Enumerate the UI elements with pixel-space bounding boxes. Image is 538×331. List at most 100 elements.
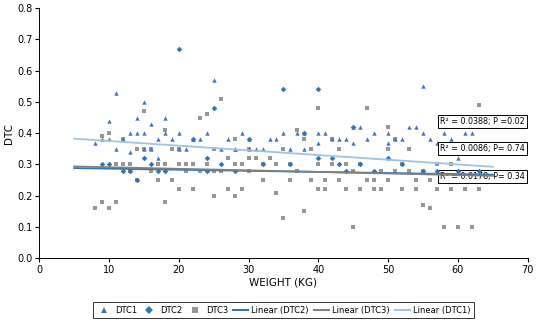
- Point: [468, 177, 476, 183]
- Point: [314, 130, 323, 136]
- Point: [314, 140, 323, 145]
- Point: [384, 156, 392, 161]
- Point: [133, 177, 141, 183]
- Point: [286, 162, 295, 167]
- Point: [112, 146, 121, 152]
- Point: [195, 168, 204, 173]
- Point: [300, 146, 309, 152]
- Point: [98, 162, 107, 167]
- Text: R² = 0.0178; P= 0.34: R² = 0.0178; P= 0.34: [441, 172, 525, 181]
- Point: [258, 162, 267, 167]
- Point: [342, 162, 351, 167]
- Point: [209, 106, 218, 111]
- Point: [454, 177, 462, 183]
- Point: [447, 137, 455, 142]
- Point: [244, 168, 253, 173]
- Point: [195, 137, 204, 142]
- Point: [468, 130, 476, 136]
- Point: [349, 168, 358, 173]
- Point: [419, 130, 427, 136]
- Point: [105, 137, 114, 142]
- Point: [349, 124, 358, 129]
- Point: [314, 156, 323, 161]
- Point: [98, 134, 107, 139]
- Point: [447, 187, 455, 192]
- Point: [454, 156, 462, 161]
- Point: [230, 146, 239, 152]
- Point: [146, 121, 155, 126]
- Point: [426, 206, 434, 211]
- Point: [307, 146, 316, 152]
- Point: [412, 177, 420, 183]
- Point: [377, 168, 385, 173]
- Point: [119, 168, 128, 173]
- Point: [167, 177, 176, 183]
- Point: [321, 177, 330, 183]
- Point: [356, 124, 365, 129]
- Point: [279, 215, 288, 220]
- Point: [398, 162, 406, 167]
- Point: [475, 102, 483, 108]
- Point: [167, 146, 176, 152]
- Point: [293, 130, 302, 136]
- X-axis label: WEIGHT (KG): WEIGHT (KG): [250, 278, 317, 288]
- Point: [216, 146, 225, 152]
- Point: [202, 130, 211, 136]
- Point: [140, 156, 148, 161]
- Point: [384, 177, 392, 183]
- Text: R² = 0.0388; P =0.02: R² = 0.0388; P =0.02: [441, 117, 525, 126]
- Point: [342, 187, 351, 192]
- Point: [181, 162, 190, 167]
- Point: [188, 137, 197, 142]
- Point: [356, 187, 365, 192]
- Point: [195, 115, 204, 120]
- Point: [454, 224, 462, 230]
- Point: [237, 130, 246, 136]
- Point: [370, 187, 378, 192]
- Point: [314, 87, 323, 92]
- Point: [321, 187, 330, 192]
- Point: [475, 168, 483, 173]
- Point: [209, 193, 218, 198]
- Point: [140, 109, 148, 114]
- Point: [188, 137, 197, 142]
- Point: [398, 187, 406, 192]
- Point: [251, 156, 260, 161]
- Point: [419, 202, 427, 208]
- Point: [216, 168, 225, 173]
- Point: [356, 162, 365, 167]
- Point: [188, 162, 197, 167]
- Point: [230, 162, 239, 167]
- Point: [105, 118, 114, 123]
- Point: [293, 127, 302, 133]
- Point: [153, 168, 162, 173]
- Point: [300, 137, 309, 142]
- Point: [230, 146, 239, 152]
- Point: [105, 130, 114, 136]
- Point: [321, 130, 330, 136]
- Point: [384, 130, 392, 136]
- Point: [384, 124, 392, 129]
- Point: [349, 224, 358, 230]
- Point: [398, 137, 406, 142]
- Point: [433, 187, 441, 192]
- Point: [314, 162, 323, 167]
- Point: [279, 87, 288, 92]
- Point: [335, 162, 344, 167]
- Point: [202, 156, 211, 161]
- Point: [405, 146, 413, 152]
- Point: [133, 146, 141, 152]
- Point: [223, 156, 232, 161]
- Point: [126, 130, 134, 136]
- Point: [202, 162, 211, 167]
- Point: [461, 146, 469, 152]
- Point: [112, 162, 121, 167]
- Point: [433, 162, 441, 167]
- Point: [433, 168, 441, 173]
- Point: [328, 156, 337, 161]
- Point: [405, 124, 413, 129]
- Point: [216, 162, 225, 167]
- Point: [209, 168, 218, 173]
- Point: [251, 146, 260, 152]
- Point: [398, 162, 406, 167]
